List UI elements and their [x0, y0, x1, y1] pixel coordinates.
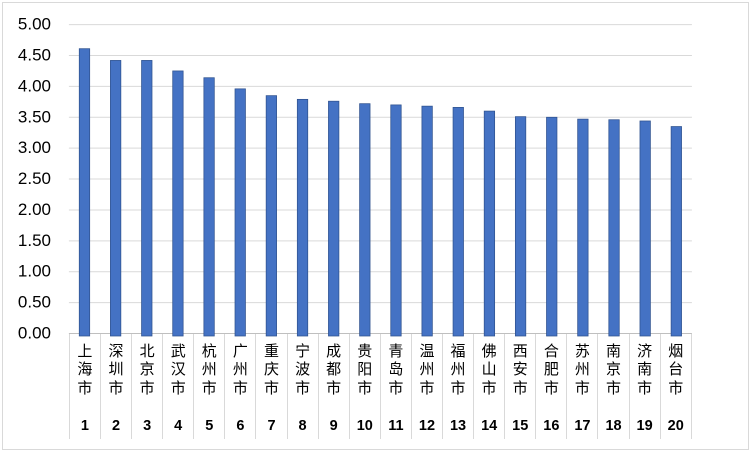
svg-text:3.50: 3.50: [18, 107, 51, 126]
svg-text:3.00: 3.00: [18, 138, 51, 157]
svg-text:4.00: 4.00: [18, 76, 51, 95]
svg-text:1.00: 1.00: [18, 262, 51, 281]
svg-text:1.50: 1.50: [18, 231, 51, 250]
svg-text:2.00: 2.00: [18, 200, 51, 219]
svg-text:4.50: 4.50: [18, 45, 51, 64]
svg-text:5.00: 5.00: [18, 15, 51, 34]
svg-text:2.50: 2.50: [18, 169, 51, 188]
svg-text:0.50: 0.50: [18, 293, 51, 312]
svg-text:0.00: 0.00: [18, 324, 51, 343]
